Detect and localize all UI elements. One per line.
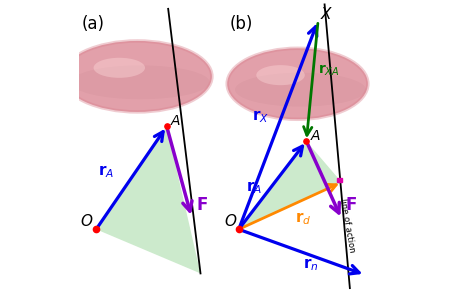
Text: $\mathbf{F}$: $\mathbf{F}$: [345, 196, 357, 214]
Text: $O$: $O$: [224, 213, 237, 229]
Text: $\mathbf{r}_A$: $\mathbf{r}_A$: [246, 179, 262, 196]
Text: (b): (b): [230, 15, 253, 33]
Polygon shape: [337, 178, 341, 182]
Text: $X$: $X$: [321, 6, 334, 22]
Ellipse shape: [256, 65, 305, 85]
Text: $\mathbf{r}_n$: $\mathbf{r}_n$: [304, 256, 319, 273]
Text: $\mathbf{r}_d$: $\mathbf{r}_d$: [295, 210, 311, 227]
Ellipse shape: [63, 41, 212, 112]
Text: $O$: $O$: [80, 213, 93, 229]
Ellipse shape: [227, 48, 368, 119]
Text: $\mathbf{F}$: $\mathbf{F}$: [196, 196, 208, 214]
Text: $\mathbf{r}_{XA}$: $\mathbf{r}_{XA}$: [318, 63, 339, 78]
Ellipse shape: [71, 65, 210, 99]
Text: $A$: $A$: [170, 114, 181, 128]
Text: $A$: $A$: [310, 129, 321, 143]
Text: line of action: line of action: [338, 198, 357, 253]
Ellipse shape: [93, 58, 145, 78]
Polygon shape: [239, 141, 341, 229]
Text: $\mathbf{r}_A$: $\mathbf{r}_A$: [97, 163, 114, 180]
Ellipse shape: [235, 73, 366, 107]
Text: (a): (a): [82, 15, 105, 33]
Text: $\mathbf{r}_X$: $\mathbf{r}_X$: [252, 108, 269, 125]
Polygon shape: [96, 126, 201, 273]
